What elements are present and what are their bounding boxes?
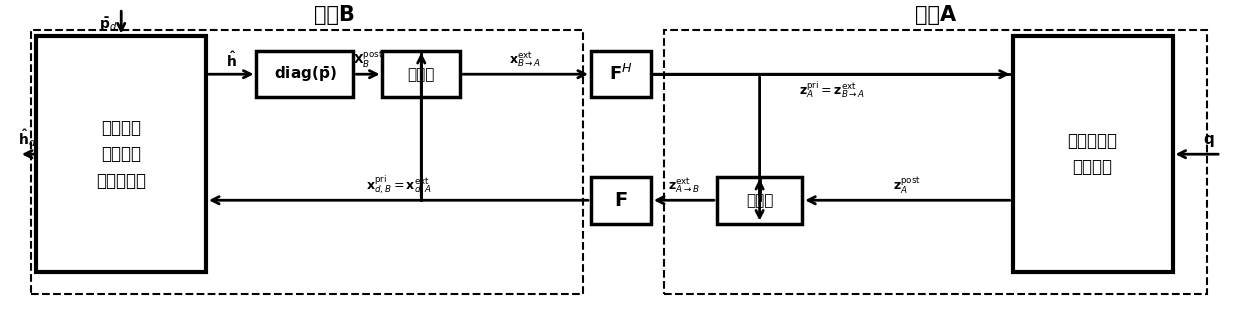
Text: $\mathbf{F}$: $\mathbf{F}$ — [614, 191, 627, 210]
Text: 外信息: 外信息 — [408, 67, 435, 82]
Text: 模块A: 模块A — [915, 5, 956, 25]
Text: 外信息: 外信息 — [746, 193, 774, 208]
Text: $\mathbf{F}^{H}$: $\mathbf{F}^{H}$ — [609, 64, 632, 84]
Text: 最小均方误
差估计器: 最小均方误 差估计器 — [1068, 132, 1117, 176]
Bar — [31, 29, 583, 294]
Text: $\mathbf{z}^{\mathrm{pri}}_{A}=\mathbf{z}^{\mathrm{ext}}_{B\rightarrow A}$: $\mathbf{z}^{\mathrm{pri}}_{A}=\mathbf{z… — [799, 79, 866, 100]
Bar — [717, 177, 802, 223]
Text: $\mathbf{\hat{h}}_d$: $\mathbf{\hat{h}}_d$ — [17, 128, 36, 149]
Text: $\mathbf{\bar{p}}_d$: $\mathbf{\bar{p}}_d$ — [99, 15, 118, 34]
Bar — [36, 36, 206, 272]
Text: $\mathbf{X}^{\mathrm{post}}_{B}$: $\mathbf{X}^{\mathrm{post}}_{B}$ — [352, 50, 383, 70]
Bar — [1013, 36, 1173, 272]
Bar — [663, 29, 1207, 294]
Text: diag($\mathbf{\bar{p}}$): diag($\mathbf{\bar{p}}$) — [274, 64, 336, 84]
Bar — [591, 177, 651, 223]
Text: $\mathbf{z}^{\mathrm{ext}}_{A\rightarrow B}$: $\mathbf{z}^{\mathrm{ext}}_{A\rightarrow… — [668, 177, 699, 196]
Text: 模块B: 模块B — [314, 5, 355, 25]
Text: $\mathbf{x}^{\mathrm{pri}}_{d,B}=\mathbf{x}^{\mathrm{ext}}_{d,A}$: $\mathbf{x}^{\mathrm{pri}}_{d,B}=\mathbf… — [366, 173, 432, 196]
Text: $\mathbf{\hat{h}}$: $\mathbf{\hat{h}}$ — [226, 51, 237, 70]
Text: $\mathbf{q}$: $\mathbf{q}$ — [1203, 133, 1214, 149]
Text: $\mathbf{z}^{\mathrm{post}}_{A}$: $\mathbf{z}^{\mathrm{post}}_{A}$ — [893, 176, 921, 196]
Text: $\mathbf{x}^{\mathrm{ext}}_{B\rightarrow A}$: $\mathbf{x}^{\mathrm{ext}}_{B\rightarrow… — [510, 51, 542, 70]
Text: 线性最小
均方误差
信道估计器: 线性最小 均方误差 信道估计器 — [97, 119, 146, 190]
Bar — [591, 51, 651, 98]
Bar — [382, 51, 460, 98]
Bar — [257, 51, 353, 98]
